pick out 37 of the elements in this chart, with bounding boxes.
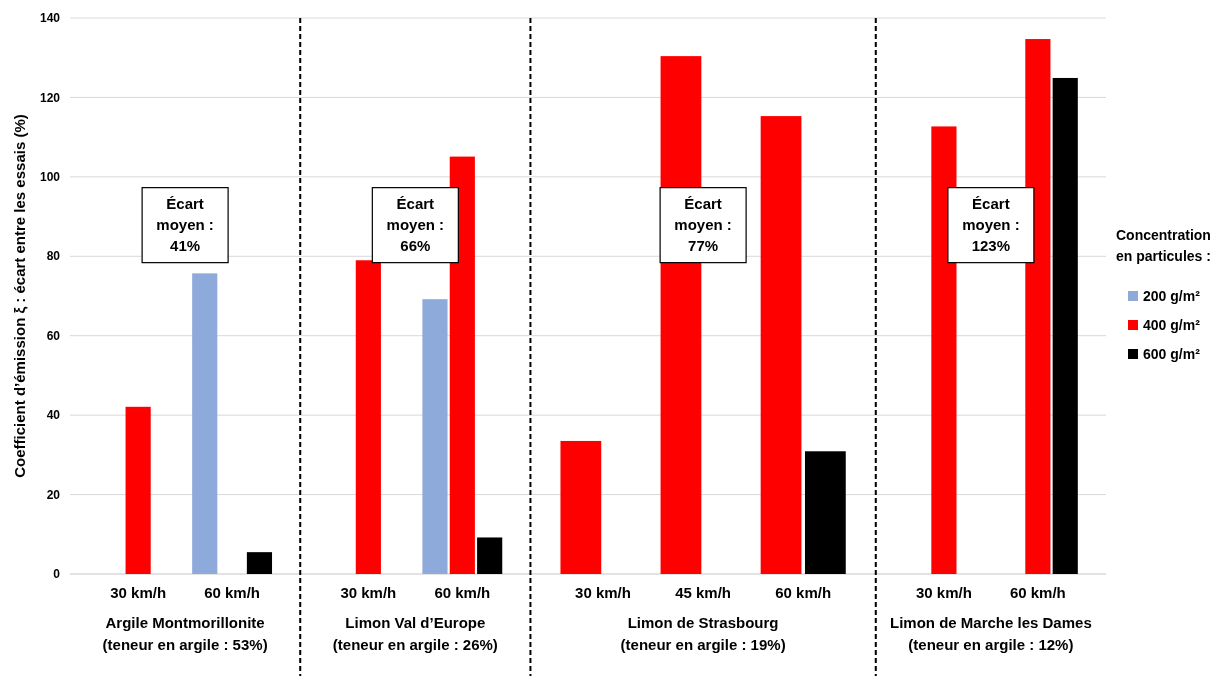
x-tick-label: 60 km/h — [775, 584, 832, 601]
x-tick-label: 30 km/h — [340, 584, 397, 601]
legend-label: 400 g/m² — [1143, 316, 1201, 333]
y-tick-label: 120 — [39, 90, 61, 105]
x-axis-title: Limon de Strasbourg (teneur en argile : 19%) — [620, 614, 786, 653]
x-tick-label: 45 km/h — [675, 584, 732, 601]
x-axis-title: Argile Montmorillonite (teneur en argile : 53%) — [102, 614, 268, 653]
bar — [804, 451, 846, 574]
x-tick-label: 30 km/h — [110, 584, 167, 601]
y-tick-label: 40 — [46, 408, 61, 423]
x-tick-label: 30 km/h — [575, 584, 631, 601]
x-tick-label: 60 km/h — [1009, 584, 1066, 601]
legend-title: Concentration en particules : — [1116, 227, 1211, 264]
bar — [449, 156, 475, 574]
bar — [560, 440, 602, 574]
y-tick-label: 80 — [46, 249, 61, 264]
legend-label: 200 g/m² — [1143, 287, 1201, 304]
bar — [422, 299, 448, 574]
x-tick-label: 30 km/h — [915, 584, 972, 601]
x-tick-label: 60 km/h — [434, 584, 491, 601]
annotation: Écart moyen : 123% — [962, 194, 1020, 254]
bar — [477, 537, 503, 574]
bar — [355, 260, 381, 574]
annotation: Écart moyen : 66% — [386, 194, 445, 254]
y-axis-title: Coefficient d’émission ξ : écart entre les essais (%) — [11, 114, 28, 478]
y-tick-label: 140 — [39, 11, 61, 26]
x-axis-title: Limon Val d’Europe (teneur en argile : 26%) — [332, 614, 498, 653]
legend-label: 600 g/m² — [1143, 345, 1201, 362]
x-tick-label: 60 km/h — [204, 584, 261, 601]
y-tick-label: 20 — [46, 487, 61, 502]
y-tick-label: 100 — [39, 170, 61, 185]
x-axis-title: Limon de Marche les Dames (teneur en argile : 12%) — [890, 614, 1092, 653]
y-tick-label: 60 — [46, 328, 61, 343]
annotation: Écart moyen : 77% — [674, 194, 732, 254]
bar — [760, 116, 802, 574]
y-tick-label: 0 — [53, 567, 61, 582]
annotation: Écart moyen : 41% — [156, 194, 214, 254]
